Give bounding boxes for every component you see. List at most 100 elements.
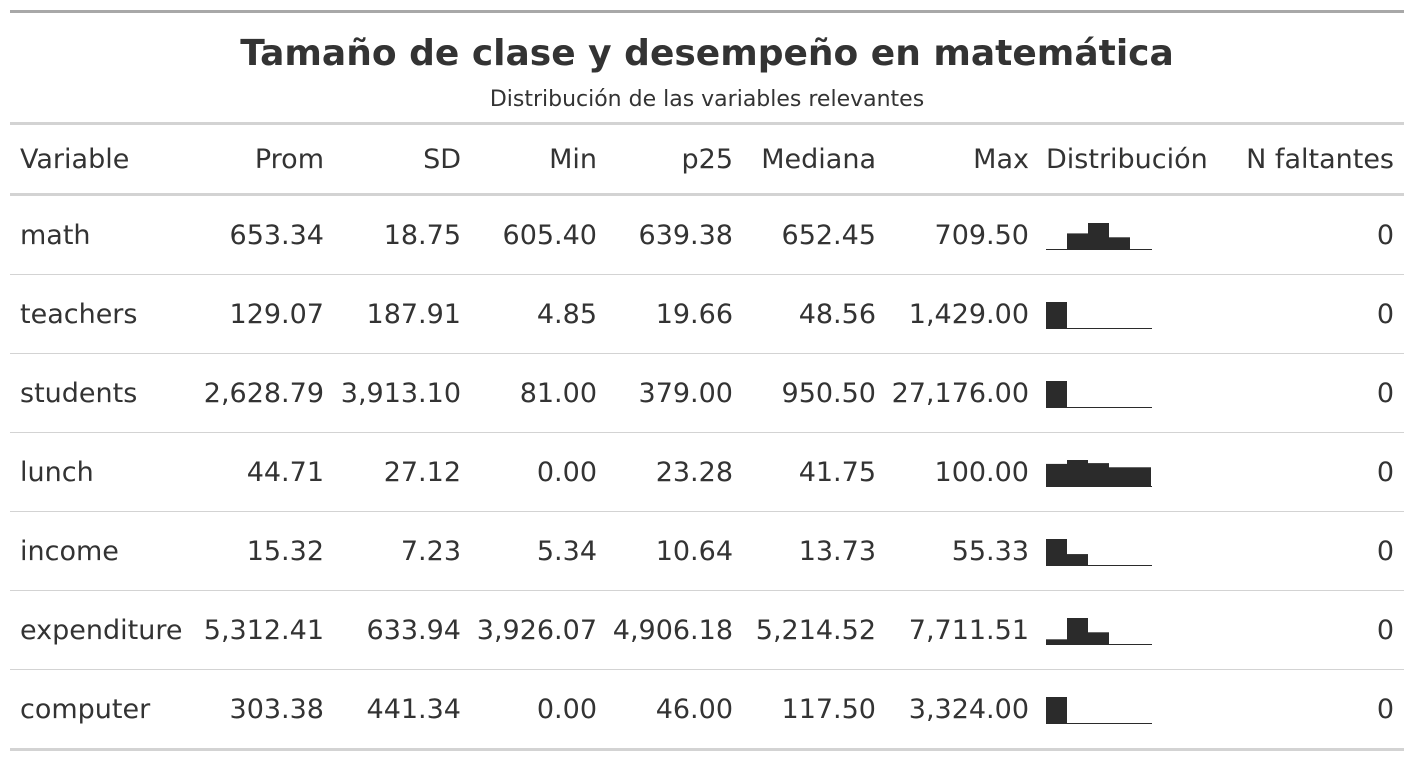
cell-p25: 19.66 [607, 274, 743, 354]
cell-distribution [1039, 353, 1222, 433]
cell-mean: 44.71 [198, 432, 334, 512]
cell-median: 13.73 [743, 511, 886, 591]
histogram-bar [1046, 302, 1067, 328]
cell-mean: 15.32 [198, 511, 334, 591]
cell-sd: 187.91 [334, 274, 471, 354]
cell-min: 3,926.07 [471, 590, 607, 670]
histogram-bar [1088, 463, 1109, 486]
histogram-bar [1067, 554, 1088, 565]
cell-median: 48.56 [743, 274, 886, 354]
table-row: math 653.34 18.75 605.40 639.38 652.45 7… [10, 194, 1404, 275]
histogram-sparkline [1046, 618, 1152, 645]
histogram-bar [1046, 639, 1067, 644]
cell-sd: 18.75 [334, 194, 471, 275]
histogram-sparkline [1046, 539, 1152, 566]
table-row: computer 303.38 441.34 0.00 46.00 117.50… [10, 669, 1404, 751]
cell-variable: students [10, 353, 198, 433]
cell-p25: 46.00 [607, 669, 743, 751]
table-subtitle: Distribución de las variables relevantes [489, 87, 925, 112]
table-row: students 2,628.79 3,913.10 81.00 379.00 … [10, 353, 1404, 433]
top-rule [10, 10, 1404, 13]
cell-distribution [1039, 432, 1222, 512]
column-header-p25: p25 [607, 125, 743, 196]
cell-max: 7,711.51 [886, 590, 1039, 670]
cell-max: 27,176.00 [886, 353, 1039, 433]
cell-max: 3,324.00 [886, 669, 1039, 751]
cell-distribution [1039, 590, 1222, 670]
histogram-bar [1067, 460, 1088, 486]
header-row: Variable Prom SD Min p25 Mediana Max Dis… [10, 125, 1404, 196]
cell-min: 81.00 [471, 353, 607, 433]
table-row: income 15.32 7.23 5.34 10.64 13.73 55.33… [10, 511, 1404, 591]
cell-mean: 129.07 [198, 274, 334, 354]
cell-median: 5,214.52 [743, 590, 886, 670]
cell-variable: lunch [10, 432, 198, 512]
cell-median: 950.50 [743, 353, 886, 433]
column-header-mean: Prom [198, 125, 334, 196]
cell-max: 709.50 [886, 194, 1039, 275]
cell-median: 652.45 [743, 194, 886, 275]
cell-missing: 0 [1222, 669, 1404, 751]
column-header-max: Max [886, 125, 1039, 196]
histogram-bar [1109, 467, 1130, 486]
cell-p25: 10.64 [607, 511, 743, 591]
histogram-bar [1046, 697, 1067, 723]
column-header-median: Mediana [743, 125, 886, 196]
cell-median: 41.75 [743, 432, 886, 512]
cell-median: 117.50 [743, 669, 886, 751]
cell-variable: teachers [10, 274, 198, 354]
table-title: Tamaño de clase y desempeño en matemátic… [240, 33, 1174, 74]
heading-rule [10, 122, 1404, 125]
histogram-bar [1109, 237, 1130, 249]
cell-missing: 0 [1222, 194, 1404, 275]
cell-min: 605.40 [471, 194, 607, 275]
cell-variable: income [10, 511, 198, 591]
cell-missing: 0 [1222, 353, 1404, 433]
histogram-sparkline [1046, 697, 1152, 724]
cell-variable: math [10, 194, 198, 275]
cell-max: 55.33 [886, 511, 1039, 591]
column-header-min: Min [471, 125, 607, 196]
cell-missing: 0 [1222, 511, 1404, 591]
cell-sd: 7.23 [334, 511, 471, 591]
cell-sd: 27.12 [334, 432, 471, 512]
cell-p25: 23.28 [607, 432, 743, 512]
column-header-missing: N faltantes [1222, 125, 1404, 196]
cell-distribution [1039, 511, 1222, 591]
cell-variable: computer [10, 669, 198, 751]
table-row: lunch 44.71 27.12 0.00 23.28 41.75 100.0… [10, 432, 1404, 512]
histogram-bar [1088, 223, 1109, 249]
cell-mean: 303.38 [198, 669, 334, 751]
histogram-sparkline [1046, 381, 1152, 408]
summary-table: Variable Prom SD Min p25 Mediana Max Dis… [10, 125, 1404, 751]
cell-p25: 379.00 [607, 353, 743, 433]
column-header-sd: SD [334, 125, 471, 196]
cell-variable: expenditure [10, 590, 198, 670]
cell-mean: 5,312.41 [198, 590, 334, 670]
histogram-sparkline [1046, 302, 1152, 329]
cell-min: 5.34 [471, 511, 607, 591]
cell-sd: 3,913.10 [334, 353, 471, 433]
table-row: teachers 129.07 187.91 4.85 19.66 48.56 … [10, 274, 1404, 354]
column-header-variable: Variable [10, 125, 198, 196]
cell-missing: 0 [1222, 274, 1404, 354]
cell-distribution [1039, 194, 1222, 275]
cell-min: 0.00 [471, 432, 607, 512]
histogram-bar [1088, 632, 1109, 644]
cell-p25: 639.38 [607, 194, 743, 275]
cell-min: 0.00 [471, 669, 607, 751]
histogram-bar [1130, 467, 1151, 486]
histogram-bar [1046, 463, 1067, 486]
cell-p25: 4,906.18 [607, 590, 743, 670]
histogram-bar [1046, 381, 1067, 407]
cell-missing: 0 [1222, 590, 1404, 670]
cell-distribution [1039, 669, 1222, 751]
cell-sd: 633.94 [334, 590, 471, 670]
cell-mean: 653.34 [198, 194, 334, 275]
summary-table-container: Tamaño de clase y desempeño en matemátic… [10, 10, 1404, 751]
histogram-bar [1067, 233, 1088, 249]
cell-max: 1,429.00 [886, 274, 1039, 354]
histogram-sparkline [1046, 460, 1152, 487]
histogram-bar [1046, 539, 1067, 565]
cell-min: 4.85 [471, 274, 607, 354]
